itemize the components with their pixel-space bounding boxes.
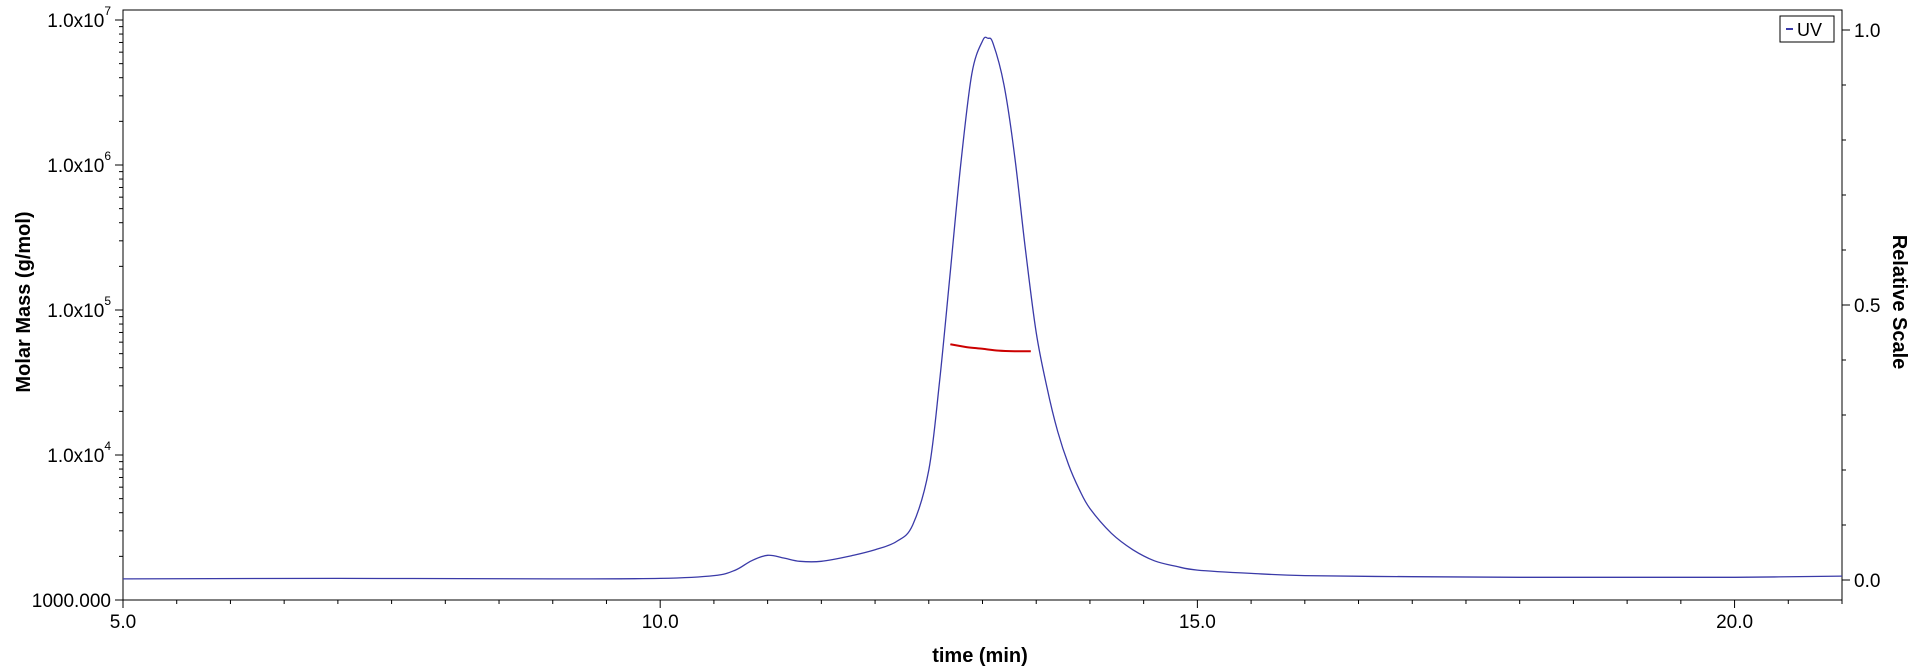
y-axis-left-title: Molar Mass (g/mol) [13,211,35,392]
x-tick-label: 5.0 [110,612,136,633]
y-right-tick-label: 0.0 [1854,571,1880,592]
series-layer [122,36,1843,580]
x-axis-title: time (min) [932,645,1028,667]
y-axis-right-title: Relative Scale [1888,235,1910,370]
x-axis: 5.0 10.0 15.0 20.0 [110,600,1843,633]
legend-box [1779,15,1835,43]
y-axis-left: 1000.000 1.0x104 1.0x105 1.0x106 1.0x107 [32,4,123,612]
y-left-tick-label: 1.0x107 [47,4,111,32]
molar-mass-line [950,343,1031,353]
plot-area-frame [122,9,1843,601]
y-axis-right: 0.0 0.5 1.0 [1842,21,1880,592]
legend: UV [1779,15,1835,43]
x-tick-label: 15.0 [1179,612,1216,633]
y-right-tick-label: 0.5 [1854,296,1880,317]
x-tick-label: 10.0 [642,612,679,633]
y-left-tick-label: 1.0x104 [47,439,111,467]
y-left-tick-label: 1.0x105 [47,294,111,322]
y-left-tick-label: 1.0x106 [47,149,111,177]
uv-trace-line [122,36,1843,580]
x-tick-label: 20.0 [1716,612,1753,633]
y-right-tick-label: 1.0 [1854,21,1880,42]
y-left-tick-label: 1000.000 [32,591,111,612]
legend-label-uv: UV [1797,20,1822,40]
